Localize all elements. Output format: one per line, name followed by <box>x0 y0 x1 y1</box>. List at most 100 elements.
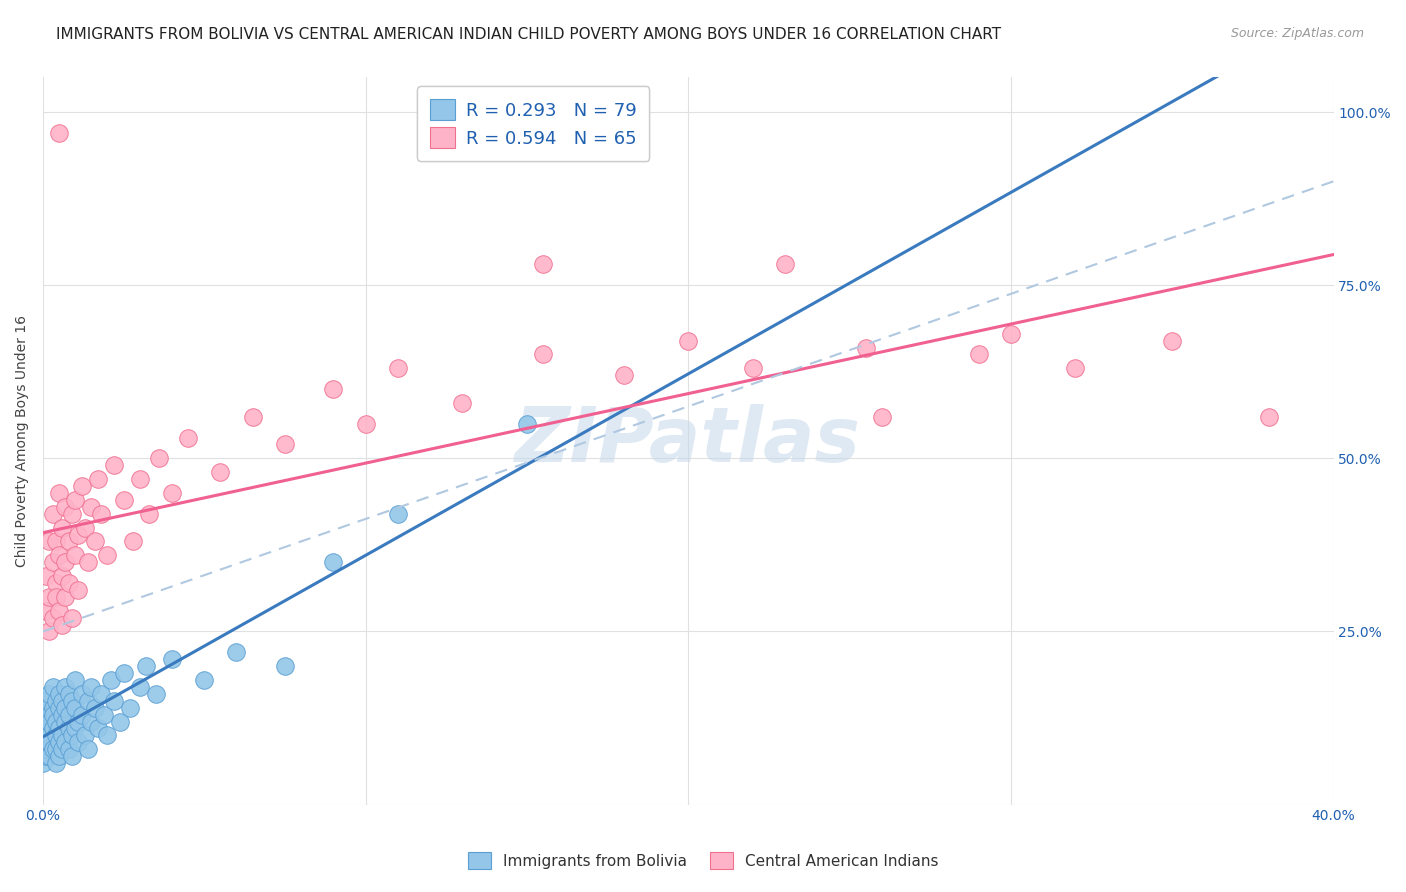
Point <box>613 368 636 383</box>
Point <box>35 742 58 756</box>
Point <box>77 555 100 569</box>
Point <box>32 742 55 756</box>
Point <box>48 549 70 563</box>
Text: ZIPatlas: ZIPatlas <box>515 404 862 478</box>
Legend: R = 0.293   N = 79, R = 0.594   N = 65: R = 0.293 N = 79, R = 0.594 N = 65 <box>418 87 650 161</box>
Point <box>32 728 55 742</box>
Point <box>70 479 93 493</box>
Point <box>676 334 699 348</box>
Point <box>38 728 60 742</box>
Point <box>45 714 67 729</box>
Point <box>73 520 96 534</box>
Point <box>135 659 157 673</box>
Point <box>177 431 200 445</box>
Point <box>32 694 55 708</box>
Point <box>100 673 122 687</box>
Point <box>87 472 110 486</box>
Point <box>48 749 70 764</box>
Point <box>274 437 297 451</box>
Point <box>51 742 73 756</box>
Point <box>110 714 132 729</box>
Point <box>112 666 135 681</box>
Point <box>67 735 90 749</box>
Point <box>45 576 67 591</box>
Point <box>48 604 70 618</box>
Point <box>38 687 60 701</box>
Point <box>45 694 67 708</box>
Point <box>41 507 63 521</box>
Point <box>83 700 105 714</box>
Point <box>63 700 86 714</box>
Point <box>35 569 58 583</box>
Point <box>55 590 77 604</box>
Point <box>60 728 83 742</box>
Point <box>67 582 90 597</box>
Point <box>51 707 73 722</box>
Point <box>103 458 125 473</box>
Point <box>96 728 118 742</box>
Point <box>451 396 474 410</box>
Point <box>38 714 60 729</box>
Point <box>48 687 70 701</box>
Point <box>63 549 86 563</box>
Text: IMMIGRANTS FROM BOLIVIA VS CENTRAL AMERICAN INDIAN CHILD POVERTY AMONG BOYS UNDE: IMMIGRANTS FROM BOLIVIA VS CENTRAL AMERI… <box>56 27 1001 42</box>
Point <box>160 486 183 500</box>
Point <box>242 409 264 424</box>
Point <box>35 735 58 749</box>
Point <box>41 680 63 694</box>
Point <box>90 507 112 521</box>
Point <box>38 590 60 604</box>
Point <box>967 347 990 361</box>
Point <box>48 126 70 140</box>
Point <box>387 507 409 521</box>
Point <box>51 728 73 742</box>
Point <box>55 500 77 514</box>
Point <box>77 694 100 708</box>
Point <box>103 694 125 708</box>
Point <box>41 610 63 624</box>
Legend: Immigrants from Bolivia, Central American Indians: Immigrants from Bolivia, Central America… <box>461 846 945 875</box>
Point <box>38 735 60 749</box>
Point <box>322 382 344 396</box>
Point <box>58 687 80 701</box>
Point <box>41 742 63 756</box>
Point <box>41 722 63 736</box>
Point <box>67 527 90 541</box>
Point <box>45 756 67 770</box>
Point <box>80 680 103 694</box>
Point <box>225 645 247 659</box>
Point <box>354 417 377 431</box>
Point <box>90 687 112 701</box>
Point <box>38 534 60 549</box>
Point <box>58 576 80 591</box>
Point <box>38 624 60 639</box>
Point <box>1064 361 1087 376</box>
Point <box>80 714 103 729</box>
Point <box>58 707 80 722</box>
Point <box>58 722 80 736</box>
Point <box>516 417 538 431</box>
Point <box>70 687 93 701</box>
Point <box>41 707 63 722</box>
Point <box>51 617 73 632</box>
Point <box>32 756 55 770</box>
Point <box>35 604 58 618</box>
Point <box>193 673 215 687</box>
Point <box>60 694 83 708</box>
Point <box>87 722 110 736</box>
Point <box>45 590 67 604</box>
Point <box>45 534 67 549</box>
Point <box>55 700 77 714</box>
Point <box>112 492 135 507</box>
Point <box>128 680 150 694</box>
Point <box>128 472 150 486</box>
Point <box>51 694 73 708</box>
Point <box>1000 326 1022 341</box>
Point <box>60 610 83 624</box>
Point <box>870 409 893 424</box>
Point <box>531 347 554 361</box>
Point <box>55 735 77 749</box>
Point <box>35 722 58 736</box>
Point <box>1258 409 1281 424</box>
Point <box>35 700 58 714</box>
